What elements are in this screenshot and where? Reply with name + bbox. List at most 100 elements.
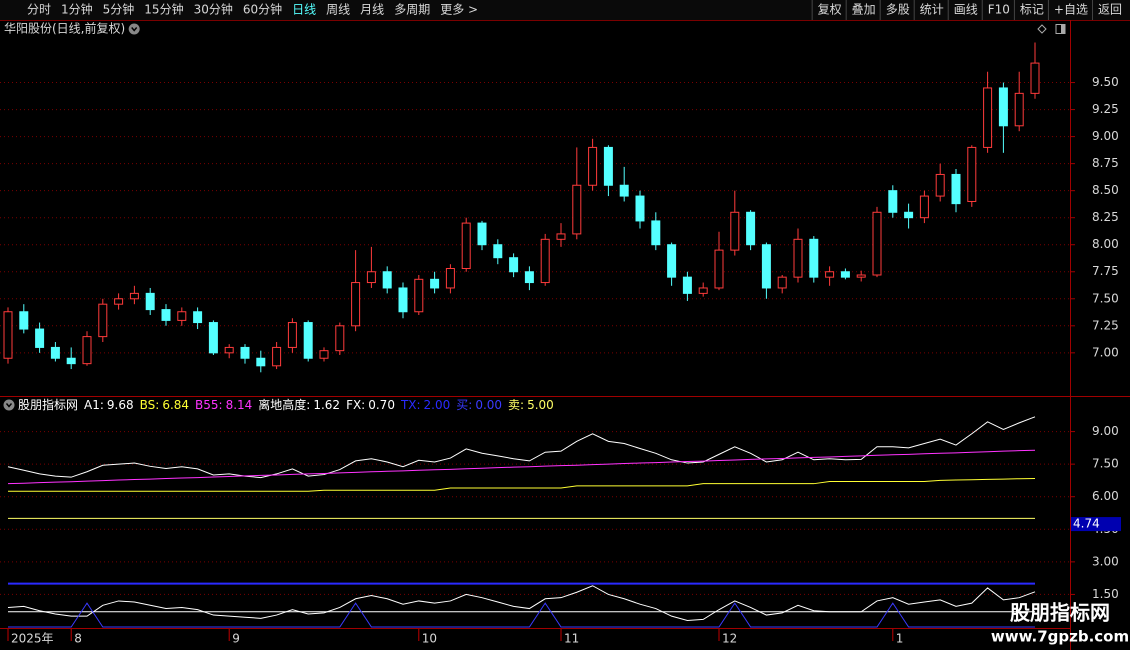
candle-body [445,268,455,289]
toolbar-button[interactable]: 画线 [954,3,978,17]
candle-body [477,222,487,246]
legend-value: 6.84 [162,398,189,412]
candle-body [98,303,108,338]
toolbar-tab[interactable]: 分时 [27,3,51,17]
toolbar-tab[interactable]: 周线 [326,3,350,17]
candle-body [145,292,155,311]
cursor-label: 4.74 [1073,517,1100,531]
candle-body [951,173,961,205]
candle-body [556,233,566,240]
y-tick-label: 8.00 [1092,237,1119,251]
candle-body [208,322,218,354]
candle-body [382,271,392,289]
date-label: 10 [422,632,437,646]
candle-body [224,346,234,354]
toolbar-tab[interactable]: 日线 [292,3,316,17]
toolbar-button[interactable]: 标记 [1020,3,1044,17]
indicator-line [8,477,1036,492]
date-label: 12 [722,632,737,646]
candle-body [82,336,92,365]
candle-body [635,195,645,222]
y-tick-label: 7.00 [1092,345,1119,359]
title-menu-icon[interactable] [128,23,140,35]
y-tick-label: 8.50 [1092,183,1119,197]
candle-body [193,311,203,324]
indicator-line [7,449,1036,485]
toolbar-tab[interactable]: 月线 [360,3,384,17]
candle-body [840,271,850,278]
candle-body [256,357,266,367]
candle-body [3,311,13,359]
toolbar-tab[interactable]: 15分钟 [144,2,183,17]
y-tick-label: 7.25 [1092,318,1119,332]
candle-body [904,211,914,219]
toolbar-tab[interactable]: 30分钟 [194,2,233,17]
y-tick-label: 9.50 [1092,75,1119,89]
candle-body [872,211,882,276]
candle-body [287,322,297,348]
indicator-menu-icon[interactable] [3,399,15,411]
legend-name: 卖: [508,398,524,412]
toolbar-tab[interactable]: 60分钟 [243,2,282,17]
toolbar-tab[interactable]: 5分钟 [103,2,135,17]
candle-body [161,309,171,321]
candle-body [588,146,598,186]
date-label: 1 [896,632,904,646]
candle-body [793,238,803,278]
candle-body [414,278,424,313]
candle-body [335,325,345,352]
candle-body [761,244,771,289]
toolbar-button[interactable]: 返回 [1098,3,1122,17]
legend-value: 8.14 [226,398,253,412]
candle-body [366,271,376,284]
toolbar-button[interactable]: 多股 [886,3,910,17]
indicator-line [8,602,1035,628]
legend-value: 0.70 [368,398,395,412]
candle-body [272,346,282,367]
y-tick-label: 7.50 [1092,291,1119,305]
candle-body [35,328,45,348]
candle-body [351,282,361,327]
candle-body [825,271,835,278]
toolbar-tab[interactable]: 更多 > [440,3,478,17]
y-tick-label: 3.00 [1092,554,1119,568]
toolbar-tab[interactable]: 多周期 [394,3,430,17]
candle-body [730,211,740,251]
legend-name: B55: [195,398,223,412]
toolbar-bg [0,0,1130,20]
date-label: 2025年 [11,632,54,646]
candle-body [714,249,724,289]
candle-body [619,184,629,197]
candle-body [572,184,582,235]
watermark: 股朋指标网 www.7gpzb.com [991,601,1129,646]
legend-name: BS: [140,398,160,412]
candle-body [1030,62,1040,94]
legend-name: FX: [346,398,365,412]
candle-body [809,238,819,278]
candle-body [888,190,898,213]
chart-title: 华阳股份(日线,前复权) [4,21,125,36]
y-tick-label: 8.75 [1092,156,1119,170]
toolbar-tab[interactable]: 1分钟 [61,2,93,17]
toolbar-button[interactable]: +自选 [1054,3,1088,17]
indicator-header: 股朋指标网 A1: 9.68 BS: 6.84 B55: 8.14 离地高度: 1.62 FX: 0… [18,397,554,412]
watermark-url: www.7gpzb.com [991,628,1129,646]
candle-body [935,173,945,197]
candle-body [430,278,440,289]
candle-body [493,244,503,259]
y-tick-label: 9.25 [1092,102,1119,116]
legend-name: 买: [456,398,472,412]
candle-body [919,195,929,219]
toolbar-button[interactable]: F10 [988,3,1010,17]
date-label: 9 [232,632,240,646]
y-tick-label: 1.50 [1092,587,1119,601]
candle-body [524,271,534,284]
indicator-name: 股朋指标网 [18,397,78,412]
toolbar-button[interactable]: 叠加 [852,3,876,17]
legend-name: TX: [400,398,421,412]
diamond-icon[interactable] [1037,24,1047,34]
candle-body [177,311,187,321]
toolbar-button[interactable]: 统计 [920,3,944,17]
toolbar-button[interactable]: 复权 [818,3,842,17]
candle-body [777,276,787,289]
